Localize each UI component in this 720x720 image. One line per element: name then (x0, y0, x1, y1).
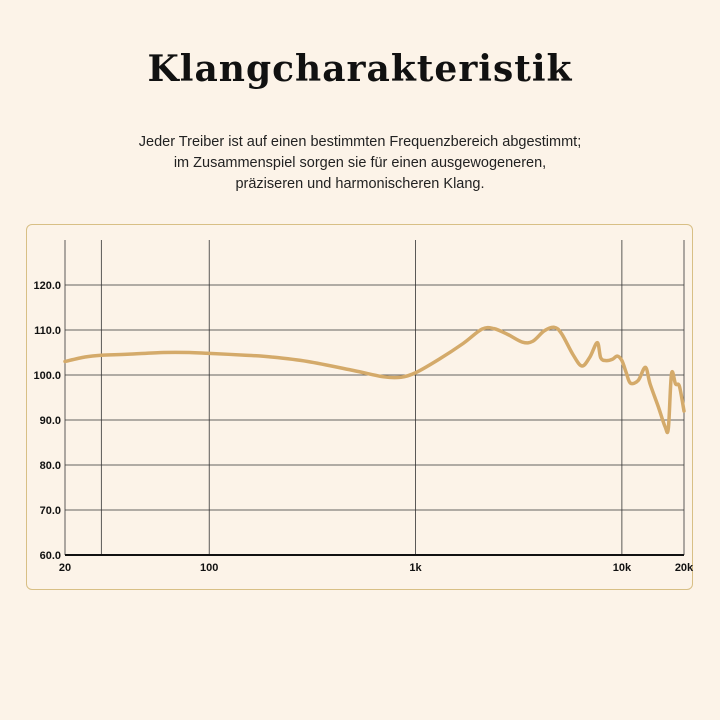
y-tick-label: 90.0 (40, 415, 61, 427)
x-tick-label: 10k (613, 562, 632, 574)
subtitle-line-2: im Zusammenspiel sorgen sie für einen au… (173, 155, 547, 171)
x-tick-label: 20 (59, 562, 71, 574)
y-tick-label: 80.0 (40, 460, 61, 472)
chart-grid (64, 240, 685, 556)
y-tick-label: 60.0 (40, 550, 61, 562)
chart-series (63, 325, 686, 435)
x-tick-label: 20k (675, 562, 694, 574)
y-tick-label: 100.0 (33, 370, 61, 382)
y-tick-label: 70.0 (40, 505, 61, 517)
chart-frame (26, 224, 693, 590)
subtitle: Jeder Treiber ist auf einen bestimmten F… (60, 132, 660, 195)
page-title: Klangcharakteristik (147, 48, 573, 90)
series-line (63, 325, 686, 435)
y-tick-label: 110.0 (34, 325, 61, 337)
x-tick-label: 100 (200, 562, 218, 574)
y-tick-label: 120.0 (33, 280, 61, 292)
subtitle-line-3: präziseren und harmonischeren Klang. (235, 176, 485, 192)
subtitle-line-1: Jeder Treiber ist auf einen bestimmten F… (138, 134, 582, 150)
x-tick-label: 1k (409, 562, 422, 574)
chart-tick-labels: 60.0 70.0 80.0 90.0 100.0 110.0 120.0 20 100 1k 10… (33, 280, 694, 574)
